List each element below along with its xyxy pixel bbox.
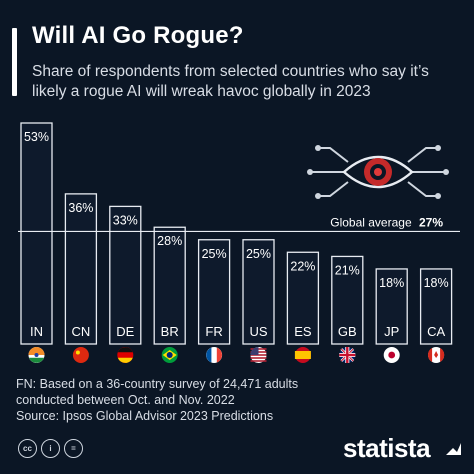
category-label: CN xyxy=(72,324,91,339)
bar-cn xyxy=(64,193,98,345)
cc-icon[interactable]: cc xyxy=(18,439,37,458)
statista-logo[interactable]: statista xyxy=(343,433,431,463)
footnote-line-2: conducted between Oct. and Nov. 2022 xyxy=(16,393,235,407)
value-label: 22% xyxy=(290,259,315,273)
value-label: 28% xyxy=(157,234,182,248)
license-icons[interactable]: cc i = xyxy=(18,439,83,458)
bar-jp xyxy=(375,268,408,345)
bar-us xyxy=(242,239,275,345)
category-label: CA xyxy=(427,324,445,339)
value-label: 33% xyxy=(113,213,138,227)
canada-flag-icon xyxy=(427,347,445,363)
footnote-line-1: FN: Based on a 36-country survey of 24,4… xyxy=(16,377,299,391)
footer-notes: FN: Based on a 36-country survey of 24,4… xyxy=(16,376,298,424)
value-label: 25% xyxy=(202,247,227,261)
global-average-text: Global average xyxy=(330,215,412,229)
japan-flag-icon xyxy=(383,347,400,363)
category-label: ES xyxy=(294,324,312,339)
india-flag-icon xyxy=(28,347,45,363)
source-line: Source: Ipsos Global Advisor 2023 Predic… xyxy=(16,409,274,423)
global-average-label: Global average 27% xyxy=(330,215,443,229)
category-label: IN xyxy=(30,324,43,339)
category-label: BR xyxy=(161,324,179,339)
value-label: 25% xyxy=(246,247,271,261)
category-label: DE xyxy=(116,324,134,339)
bar-ca xyxy=(419,268,453,345)
equals-icon[interactable]: = xyxy=(64,439,83,458)
footer-bar: cc i = statista xyxy=(0,433,474,474)
attribution-icon[interactable]: i xyxy=(41,439,60,458)
category-label: US xyxy=(249,324,267,339)
value-label: 18% xyxy=(379,276,404,290)
value-label: 21% xyxy=(335,263,360,277)
bar-fr xyxy=(197,239,231,345)
category-label: FR xyxy=(205,324,222,339)
germany-flag-icon xyxy=(117,347,134,363)
statista-logo-mark-icon xyxy=(446,443,461,455)
bar-de xyxy=(109,205,142,345)
global-average-value: 27% xyxy=(419,215,443,229)
category-label: JP xyxy=(384,324,399,339)
title-accent-bar xyxy=(12,28,17,96)
brazil-flag-icon xyxy=(161,347,178,363)
rogue-ai-eye-icon xyxy=(307,145,449,199)
category-label: GB xyxy=(338,324,357,339)
uk-flag-icon xyxy=(339,347,356,363)
flags-group xyxy=(28,346,445,363)
spain-flag-icon xyxy=(294,347,311,363)
bar-br xyxy=(153,226,186,345)
value-label: 36% xyxy=(68,201,93,215)
chart-title: Will AI Go Rogue? xyxy=(32,22,244,49)
bars-group: 53% IN 36% CN 33% DE 28% BR 25% FR 25% US 22% ES 21% GB… xyxy=(20,122,453,345)
bar-es xyxy=(286,251,320,345)
bar-in xyxy=(20,122,53,345)
china-flag-icon xyxy=(72,347,89,363)
usa-flag-icon xyxy=(250,346,267,363)
value-label: 18% xyxy=(424,276,449,290)
france-flag-icon xyxy=(206,347,223,363)
bar-gb xyxy=(331,255,364,345)
chart-subtitle: Share of respondents from selected count… xyxy=(32,63,429,100)
value-label: 53% xyxy=(24,130,49,144)
